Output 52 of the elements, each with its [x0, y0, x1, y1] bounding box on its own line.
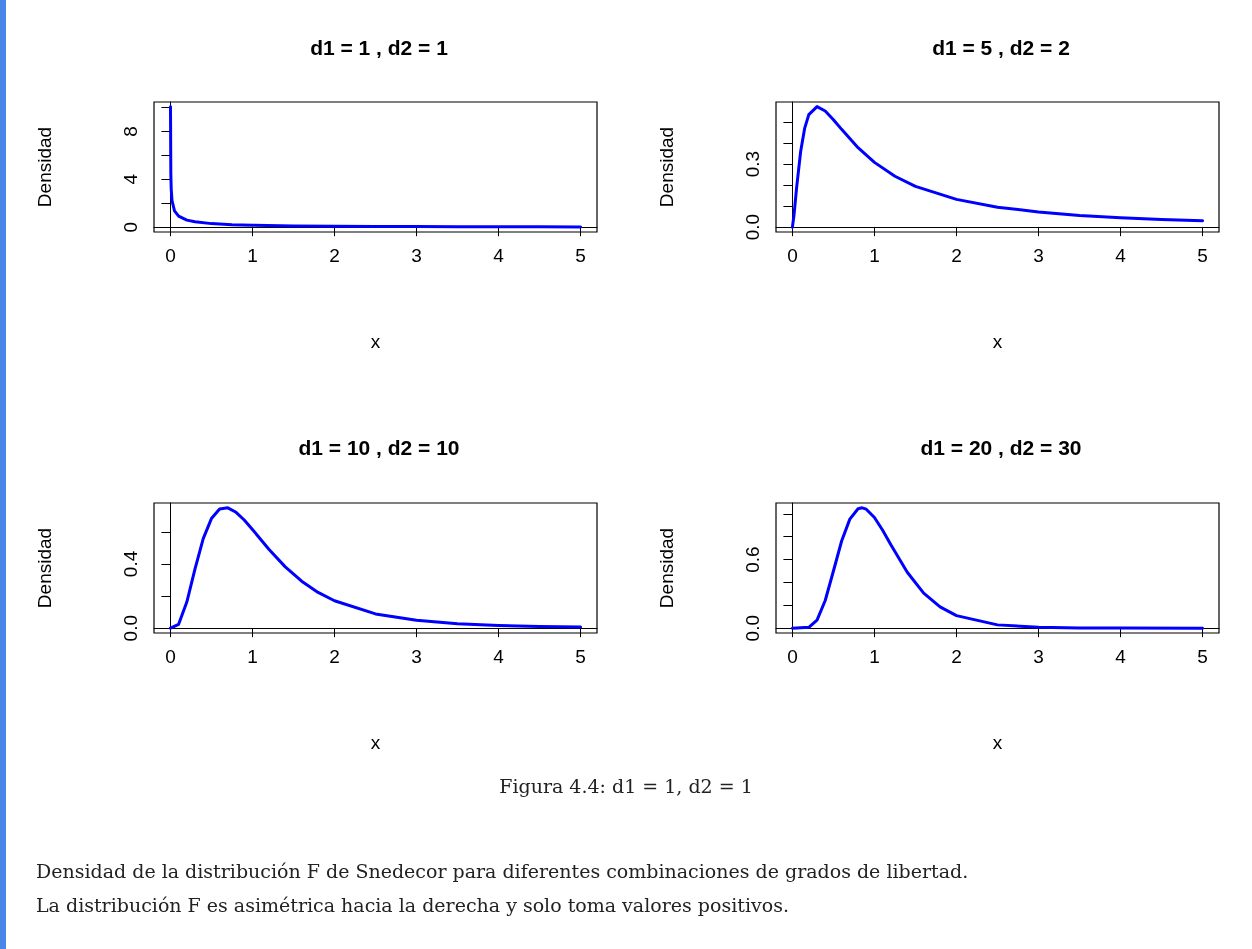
- y-tick-label: 0.0: [742, 614, 763, 642]
- x-tick-label: 4: [493, 646, 505, 667]
- x-axis-title: x: [992, 331, 1003, 352]
- y-axis-title: Densidad: [34, 126, 55, 208]
- x-tick-label: 2: [951, 646, 962, 667]
- chart-title: d1 = 20 , d2 = 30: [920, 436, 1082, 459]
- x-tick-label: 2: [329, 646, 340, 667]
- x-tick-label: 3: [1033, 646, 1044, 667]
- x-tick-label: 1: [869, 646, 880, 667]
- line-series: [168, 506, 583, 630]
- y-tick-label: 0: [120, 221, 141, 233]
- x-tick-label: 3: [1033, 245, 1044, 266]
- y-axis-title: Densidad: [656, 126, 677, 208]
- x-tick-label: 0: [787, 646, 798, 667]
- y-tick-label: 0.6: [742, 546, 763, 573]
- y-tick-label: 4: [120, 173, 141, 185]
- x-tick-label: 1: [869, 245, 880, 266]
- y-tick-label: 0.0: [742, 213, 763, 241]
- y-tick-label: 0.3: [742, 150, 763, 178]
- x-tick-label: 5: [1197, 245, 1208, 266]
- y-tick-label: 0.0: [120, 614, 141, 642]
- x-tick-label: 3: [411, 646, 422, 667]
- x-tick-label: 3: [411, 245, 422, 266]
- line-series: [790, 105, 1205, 229]
- x-tick-label: 0: [165, 646, 176, 667]
- text: La distribución F es asimétrica hacia la derecha y solo toma valores positivos.: [36, 894, 789, 916]
- y-tick-label: 8: [120, 126, 141, 137]
- x-tick-label: 2: [329, 245, 340, 266]
- chart-title: d1 = 1 , d2 = 1: [310, 36, 449, 59]
- y-tick-label: 0.4: [120, 550, 141, 578]
- line-series: [168, 105, 583, 229]
- x-tick-label: 0: [787, 245, 798, 266]
- x-tick-label: 4: [1115, 646, 1127, 667]
- y-axis-title: Densidad: [34, 527, 55, 609]
- x-tick-label: 1: [247, 646, 258, 667]
- chart-title: d1 = 10 , d2 = 10: [298, 436, 460, 459]
- chart-title: d1 = 5 , d2 = 2: [932, 36, 1070, 59]
- x-tick-label: 5: [1197, 646, 1208, 667]
- x-tick-label: 1: [247, 245, 258, 266]
- x-tick-label: 4: [1115, 245, 1127, 266]
- x-axis-title: x: [370, 331, 381, 352]
- x-tick-label: 5: [575, 245, 586, 266]
- line-series: [790, 506, 1205, 630]
- x-tick-label: 5: [575, 646, 586, 667]
- x-axis-title: x: [370, 732, 381, 753]
- x-tick-label: 4: [493, 245, 505, 266]
- text: Densidad de la distribución F de Snedecor para diferentes combinaciones de grados de libertad.: [36, 860, 969, 882]
- text: Figura 4.4: d1 = 1, d2 = 1: [499, 775, 753, 797]
- x-tick-label: 0: [165, 245, 176, 266]
- x-tick-label: 2: [951, 245, 962, 266]
- y-axis-title: Densidad: [656, 527, 677, 609]
- x-axis-title: x: [992, 732, 1003, 753]
